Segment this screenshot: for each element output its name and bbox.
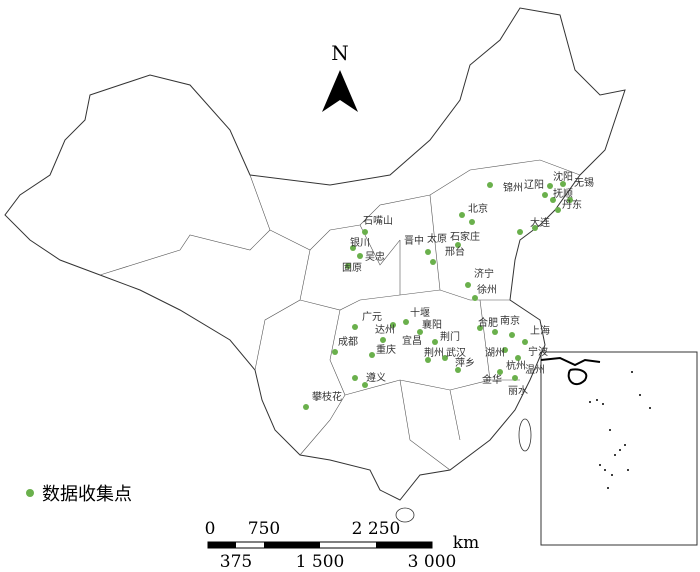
city-label: 邢台 bbox=[445, 245, 465, 258]
north-arrow: N bbox=[322, 41, 358, 112]
city-label: 大连 bbox=[530, 216, 550, 229]
city-label: 石家庄 bbox=[450, 230, 480, 243]
city-label: 固原 bbox=[342, 262, 362, 274]
city-label: 重庆 bbox=[376, 343, 396, 356]
city-label: 武汉 bbox=[446, 346, 466, 359]
city-label: 石嘴山 bbox=[363, 215, 393, 227]
scale-label: 750 bbox=[248, 519, 280, 539]
city-label: 南京 bbox=[500, 314, 520, 327]
north-label: N bbox=[331, 41, 349, 65]
city-label: 锦州 bbox=[503, 181, 523, 194]
city-label: 丹东 bbox=[562, 198, 582, 211]
scale-label: 375 bbox=[220, 552, 252, 572]
city-label: 抚顺 bbox=[553, 188, 573, 200]
legend: 数据收集点 bbox=[26, 484, 132, 505]
city-label: 十堰 bbox=[410, 306, 430, 319]
city-label: 太原 bbox=[427, 232, 447, 245]
city-label: 济宁 bbox=[474, 267, 494, 280]
city-label: 杭州 bbox=[506, 359, 526, 372]
city-label: 湖州 bbox=[485, 347, 505, 359]
city-label: 北京 bbox=[468, 202, 488, 215]
scale-label: 1 500 bbox=[296, 552, 345, 572]
inset-map bbox=[540, 351, 698, 546]
map-outline bbox=[4, 7, 626, 523]
scale-label: 3 000 bbox=[408, 552, 457, 572]
city-label: 攀枝花 bbox=[312, 390, 342, 403]
city-label: 荆门 bbox=[440, 330, 460, 343]
city-label: 萍乡 bbox=[455, 357, 475, 369]
city-label: 广元 bbox=[362, 311, 382, 323]
scale-unit: km bbox=[453, 533, 479, 553]
city-label: 丽水 bbox=[508, 385, 528, 397]
scale-label: 2 250 bbox=[352, 519, 401, 539]
city-label: 遵义 bbox=[366, 371, 386, 384]
city-label: 吴忠 bbox=[365, 251, 385, 263]
city-label: 无锡 bbox=[574, 176, 594, 189]
city-label: 宁波 bbox=[528, 345, 548, 358]
scale-bar: 0 750 2 250 375 1 500 3 000 km bbox=[205, 519, 480, 572]
city-label: 荆州 bbox=[424, 346, 444, 359]
legend-label: 数据收集点 bbox=[42, 484, 132, 505]
city-label: 上海 bbox=[530, 324, 550, 337]
city-label: 晋中 bbox=[404, 234, 424, 247]
city-label: 银川 bbox=[350, 236, 370, 249]
city-labels: 无锡 沈阳 锦州 辽阳 抚顺 丹东 大连 北京 石嘴山 银川 吴忠 固原 晋中 … bbox=[312, 170, 594, 403]
city-label: 达州 bbox=[375, 324, 395, 336]
city-label: 温州 bbox=[525, 364, 545, 376]
city-label: 金华 bbox=[482, 373, 502, 386]
city-label: 辽阳 bbox=[524, 179, 544, 191]
collection-points bbox=[303, 181, 573, 410]
scale-label: 0 bbox=[205, 519, 216, 539]
city-label: 徐州 bbox=[477, 283, 497, 296]
city-label: 成都 bbox=[338, 336, 358, 348]
city-label: 沈阳 bbox=[553, 170, 573, 183]
city-label: 襄阳 bbox=[422, 318, 442, 331]
city-label: 合肥 bbox=[478, 316, 498, 329]
city-label: 宜昌 bbox=[402, 334, 422, 347]
